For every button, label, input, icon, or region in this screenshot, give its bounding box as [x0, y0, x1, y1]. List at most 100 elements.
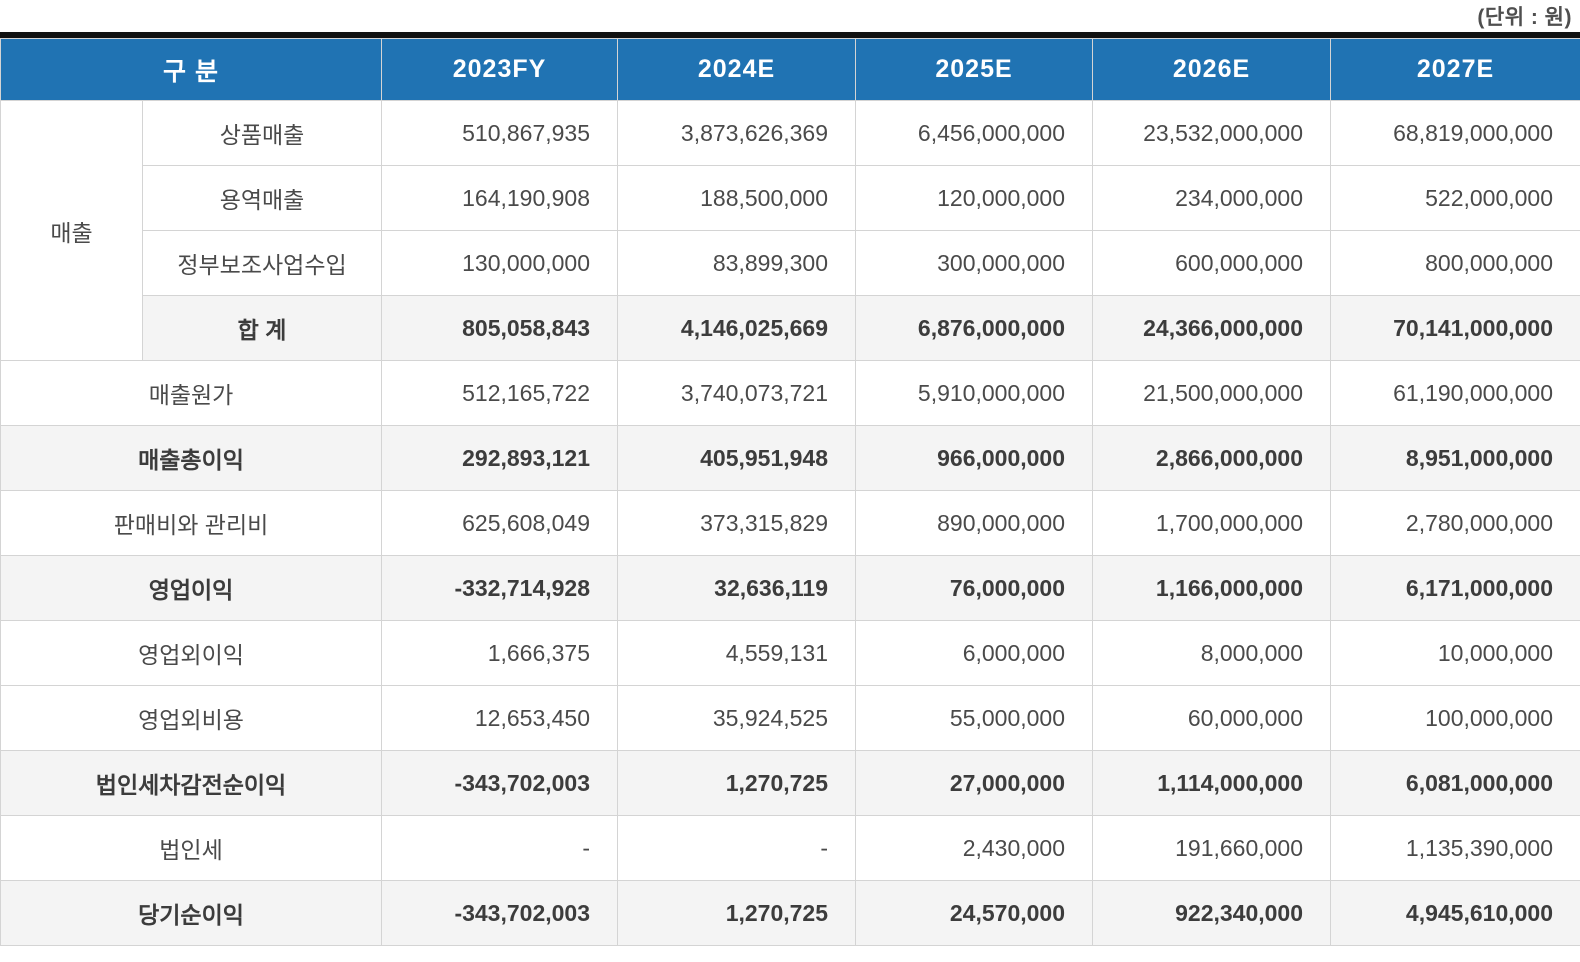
cell-value: 2,780,000,000 [1330, 490, 1580, 556]
row-label-non-operating-income: 영업외이익 [0, 620, 383, 686]
cell-value: 625,608,049 [381, 490, 619, 556]
table-row-government-subsidy: 정부보조사업수입 130,000,000 83,899,300 300,000,… [1, 230, 1580, 296]
cell-value: 100,000,000 [1330, 685, 1580, 751]
cell-value: 966,000,000 [855, 425, 1094, 491]
table-row-sga-expenses: 판매비와 관리비 625,608,049 373,315,829 890,000… [0, 490, 1580, 556]
cell-value: 510,867,935 [381, 100, 619, 166]
column-header-2027e: 2027E [1330, 38, 1580, 101]
row-label-product-sales: 상품매출 [141, 100, 383, 166]
row-label-gross-profit: 매출총이익 [0, 425, 383, 491]
row-label-operating-profit: 영업이익 [0, 555, 383, 621]
row-label-pretax-income: 법인세차감전순이익 [0, 750, 383, 816]
cell-value: 188,500,000 [617, 165, 857, 231]
cell-value: 83,899,300 [617, 230, 857, 296]
table-row-net-income: 당기순이익 -343,702,003 1,270,725 24,570,000 … [0, 880, 1580, 946]
cell-value: 32,636,119 [617, 555, 857, 621]
cell-value: 76,000,000 [855, 555, 1094, 621]
cell-value: 890,000,000 [855, 490, 1094, 556]
column-header-2024e: 2024E [617, 38, 857, 101]
column-header-2025e: 2025E [855, 38, 1094, 101]
cell-value: -343,702,003 [381, 750, 619, 816]
cell-value: 21,500,000,000 [1092, 360, 1332, 426]
cell-value: 405,951,948 [617, 425, 857, 491]
table-row-corporate-tax: 법인세 - - 2,430,000 191,660,000 1,135,390,… [0, 815, 1580, 881]
cell-value: 164,190,908 [381, 165, 619, 231]
cell-value: 1,666,375 [381, 620, 619, 686]
cell-value: 4,945,610,000 [1330, 880, 1580, 946]
unit-label-bar: (단위 : 원) [0, 0, 1580, 32]
cell-value: - [617, 815, 857, 881]
cell-value: 68,819,000,000 [1330, 100, 1580, 166]
table-row-pretax-income: 법인세차감전순이익 -343,702,003 1,270,725 27,000,… [0, 750, 1580, 816]
financial-projection-table: 구 분 2023FY 2024E 2025E 2026E 2027E 매출 상품… [0, 38, 1580, 946]
table-row-gross-profit: 매출총이익 292,893,121 405,951,948 966,000,00… [0, 425, 1580, 491]
cell-value: 70,141,000,000 [1330, 295, 1580, 361]
cell-value: 130,000,000 [381, 230, 619, 296]
cell-value: 24,570,000 [855, 880, 1094, 946]
row-group-label-revenue: 매출 [0, 100, 143, 361]
cell-value: 2,430,000 [855, 815, 1094, 881]
cell-value: 23,532,000,000 [1092, 100, 1332, 166]
cell-value: 522,000,000 [1330, 165, 1580, 231]
cell-value: -343,702,003 [381, 880, 619, 946]
cell-value: 2,866,000,000 [1092, 425, 1332, 491]
row-label-government-subsidy: 정부보조사업수입 [141, 230, 383, 296]
cell-value: 600,000,000 [1092, 230, 1332, 296]
cell-value: 373,315,829 [617, 490, 857, 556]
cell-value: 292,893,121 [381, 425, 619, 491]
cell-value: 191,660,000 [1092, 815, 1332, 881]
column-header-2023fy: 2023FY [381, 38, 619, 101]
cell-value: 1,270,725 [617, 750, 857, 816]
cell-value: 35,924,525 [617, 685, 857, 751]
row-label-net-income: 당기순이익 [0, 880, 383, 946]
cell-value: 120,000,000 [855, 165, 1094, 231]
cell-value: 8,951,000,000 [1330, 425, 1580, 491]
cell-value: 55,000,000 [855, 685, 1094, 751]
cell-value: 1,166,000,000 [1092, 555, 1332, 621]
cell-value: 6,171,000,000 [1330, 555, 1580, 621]
cell-value: 6,876,000,000 [855, 295, 1094, 361]
cell-value: 24,366,000,000 [1092, 295, 1332, 361]
cell-value: 922,340,000 [1092, 880, 1332, 946]
cell-value: 1,135,390,000 [1330, 815, 1580, 881]
table-row-service-sales: 용역매출 164,190,908 188,500,000 120,000,000… [1, 165, 1580, 231]
table-row-cost-of-sales: 매출원가 512,165,722 3,740,073,721 5,910,000… [0, 360, 1580, 426]
cell-value: 234,000,000 [1092, 165, 1332, 231]
row-label-service-sales: 용역매출 [141, 165, 383, 231]
cell-value: 5,910,000,000 [855, 360, 1094, 426]
row-label-non-operating-expenses: 영업외비용 [0, 685, 383, 751]
unit-label: (단위 : 원) [1477, 6, 1572, 29]
cell-value: 4,559,131 [617, 620, 857, 686]
cell-value: 800,000,000 [1330, 230, 1580, 296]
row-label-sga-expenses: 판매비와 관리비 [0, 490, 383, 556]
cell-value: 1,700,000,000 [1092, 490, 1332, 556]
table-row-non-operating-expenses: 영업외비용 12,653,450 35,924,525 55,000,000 6… [0, 685, 1580, 751]
cell-value: 10,000,000 [1330, 620, 1580, 686]
cell-value: 6,081,000,000 [1330, 750, 1580, 816]
cell-value: 512,165,722 [381, 360, 619, 426]
cell-value: 300,000,000 [855, 230, 1094, 296]
column-header-category: 구 분 [0, 38, 383, 101]
row-label-cost-of-sales: 매출원가 [0, 360, 383, 426]
cell-value: 6,456,000,000 [855, 100, 1094, 166]
cell-value: - [381, 815, 619, 881]
cell-value: 3,740,073,721 [617, 360, 857, 426]
cell-value: 61,190,000,000 [1330, 360, 1580, 426]
table-row-product-sales: 매출 상품매출 510,867,935 3,873,626,369 6,456,… [0, 100, 1580, 361]
row-label-revenue-total: 합 계 [141, 295, 383, 361]
cell-value: 27,000,000 [855, 750, 1094, 816]
table-row-operating-profit: 영업이익 -332,714,928 32,636,119 76,000,000 … [0, 555, 1580, 621]
table-row-revenue-total: 합 계 805,058,843 4,146,025,669 6,876,000,… [1, 295, 1580, 361]
cell-value: 8,000,000 [1092, 620, 1332, 686]
table-row-non-operating-income: 영업외이익 1,666,375 4,559,131 6,000,000 8,00… [0, 620, 1580, 686]
column-header-2026e: 2026E [1092, 38, 1332, 101]
cell-value: 805,058,843 [381, 295, 619, 361]
cell-value: 1,270,725 [617, 880, 857, 946]
cell-value: 12,653,450 [381, 685, 619, 751]
cell-value: 6,000,000 [855, 620, 1094, 686]
row-label-corporate-tax: 법인세 [0, 815, 383, 881]
cell-value: 4,146,025,669 [617, 295, 857, 361]
header-row: 구 분 2023FY 2024E 2025E 2026E 2027E [0, 38, 1580, 101]
cell-value: 3,873,626,369 [617, 100, 857, 166]
cell-value: 60,000,000 [1092, 685, 1332, 751]
